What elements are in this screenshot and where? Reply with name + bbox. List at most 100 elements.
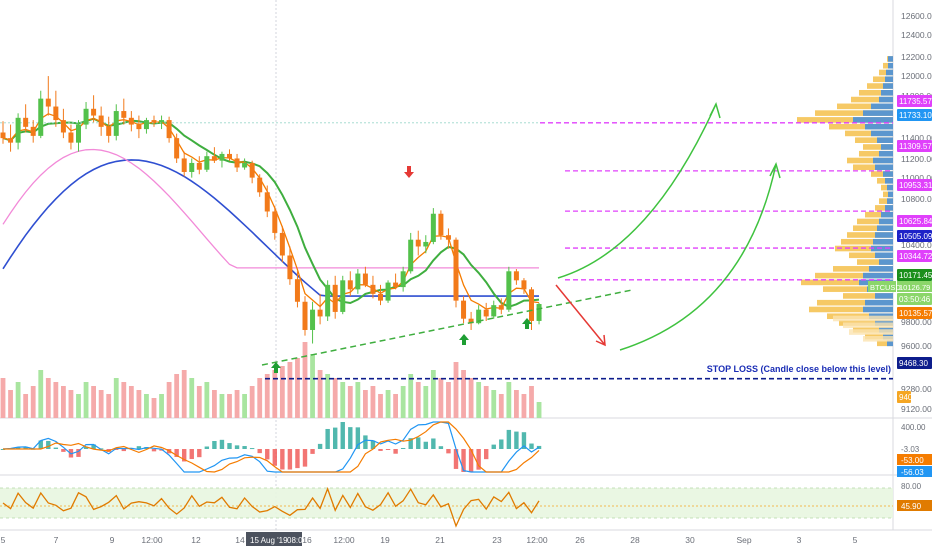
volume-profile-bar-core bbox=[886, 69, 893, 76]
candle-body bbox=[53, 106, 59, 121]
volume-profile-bar-core bbox=[853, 117, 893, 123]
candle-body bbox=[181, 158, 187, 172]
macd-histogram-bar bbox=[265, 449, 270, 460]
macd-histogram-bar bbox=[453, 449, 459, 469]
macd-histogram-bar bbox=[393, 449, 398, 454]
volume-profile-bar bbox=[847, 232, 893, 238]
volume-profile-bar-core bbox=[888, 62, 893, 69]
volume-bar bbox=[144, 394, 149, 418]
volume-profile-bar bbox=[865, 211, 893, 218]
buy-signal-arrow bbox=[271, 362, 281, 373]
volume-profile-bar bbox=[875, 205, 893, 211]
volume-profile-bar-core bbox=[877, 225, 893, 232]
price-tick-label: 10800.00 bbox=[901, 194, 932, 204]
price-badge bbox=[897, 307, 932, 319]
price-tick-label: 12000.00 bbox=[901, 71, 932, 81]
candle-body bbox=[453, 239, 459, 301]
volume-profile-bar-core bbox=[863, 306, 893, 313]
ma-line-orange bbox=[2, 113, 540, 310]
price-badge bbox=[897, 95, 932, 107]
macd-histogram-bar bbox=[302, 449, 308, 467]
macd-histogram-bar bbox=[295, 449, 300, 469]
volume-bar bbox=[446, 382, 451, 418]
volume-bar bbox=[159, 394, 164, 418]
volume-bar bbox=[310, 354, 315, 418]
macd-histogram-bar bbox=[219, 439, 225, 449]
volume-profile-bar-core bbox=[871, 130, 893, 137]
time-tick-label: 5 bbox=[1, 535, 6, 545]
macd-histogram-bar bbox=[242, 446, 247, 449]
price-tick-label: 12200.00 bbox=[901, 52, 932, 62]
volume-bar bbox=[438, 378, 444, 418]
macd-histogram-bar bbox=[363, 435, 368, 449]
macd-histogram-bar bbox=[385, 449, 391, 450]
volume-profile-bar bbox=[843, 293, 893, 299]
volume-bar bbox=[483, 386, 489, 418]
time-cursor-badge bbox=[246, 532, 302, 546]
macd-histogram-bar bbox=[61, 449, 66, 452]
volume-bar bbox=[227, 394, 232, 418]
candle-body bbox=[279, 232, 285, 256]
volume-profile-bar-core bbox=[875, 232, 893, 238]
candle-body bbox=[113, 111, 119, 136]
macd-histogram-bar bbox=[15, 447, 21, 449]
price-badge-label: 10171.45 bbox=[899, 271, 932, 280]
time-tick-label: 30 bbox=[685, 535, 695, 545]
volume-bar bbox=[15, 382, 21, 418]
volume-bar bbox=[317, 370, 323, 418]
macd-histogram-bar bbox=[83, 446, 89, 449]
stop-loss-annotation: STOP LOSS (Candle close below this level… bbox=[707, 364, 891, 374]
time-tick-label: 9 bbox=[110, 535, 115, 545]
volume-bar bbox=[340, 382, 346, 418]
macd-histogram-bar bbox=[400, 447, 406, 449]
candle-body bbox=[317, 309, 323, 317]
macd-histogram-bar bbox=[197, 449, 202, 458]
volume-bar bbox=[212, 390, 217, 418]
candle-body bbox=[325, 284, 331, 317]
volume-bar bbox=[23, 394, 29, 418]
price-tick-label: 9280.00 bbox=[901, 384, 932, 394]
volume-bar bbox=[113, 378, 119, 418]
volume-bar bbox=[279, 366, 285, 418]
price-badge-label: 10505.09 bbox=[899, 232, 932, 241]
price-badge bbox=[897, 293, 932, 305]
macd-histogram-bar bbox=[38, 440, 43, 449]
volume-profile-bar-core bbox=[863, 272, 893, 279]
macd-histogram-bar bbox=[499, 439, 504, 449]
rsi-band bbox=[0, 488, 893, 518]
volume-profile-bar-core bbox=[885, 76, 893, 83]
volume-profile-bar-light bbox=[833, 315, 893, 322]
ma-line-pink bbox=[2, 148, 539, 269]
candle-body bbox=[196, 162, 202, 170]
candle-body bbox=[143, 120, 149, 130]
volume-profile-bar-core bbox=[875, 252, 893, 259]
candle-body bbox=[15, 117, 21, 143]
volume-profile-bar-core bbox=[875, 164, 893, 171]
volume-profile-bar-core bbox=[881, 89, 893, 96]
price-badge-label: 10625.84 bbox=[899, 217, 932, 226]
volume-bar bbox=[53, 382, 59, 418]
volume-bar bbox=[151, 398, 157, 418]
price-badge bbox=[897, 215, 932, 227]
price-badge-label: 10126.79 bbox=[899, 283, 930, 292]
macd-histogram-bar bbox=[355, 427, 361, 449]
time-tick-label: 23 bbox=[492, 535, 502, 545]
volume-bar bbox=[204, 382, 210, 418]
volume-bar bbox=[476, 382, 482, 418]
ma-line-blue bbox=[2, 159, 539, 297]
macd-histogram-bar bbox=[280, 449, 285, 470]
volume-profile-bar-core bbox=[879, 218, 893, 225]
rsi-tick-label: 45.90 bbox=[901, 502, 922, 511]
volume-bar bbox=[302, 342, 308, 418]
macd-histogram-bar bbox=[476, 449, 481, 470]
price-tick-label: 11200.00 bbox=[901, 154, 932, 164]
arrowhead-down bbox=[595, 334, 606, 347]
volume-bar bbox=[234, 390, 240, 418]
macd-histogram-bar bbox=[249, 448, 255, 450]
price-badge-label: 11735.57 bbox=[899, 97, 932, 106]
candle-body bbox=[430, 213, 436, 242]
candle-body bbox=[264, 192, 270, 212]
macd-tick-label: 400.00 bbox=[901, 423, 926, 432]
